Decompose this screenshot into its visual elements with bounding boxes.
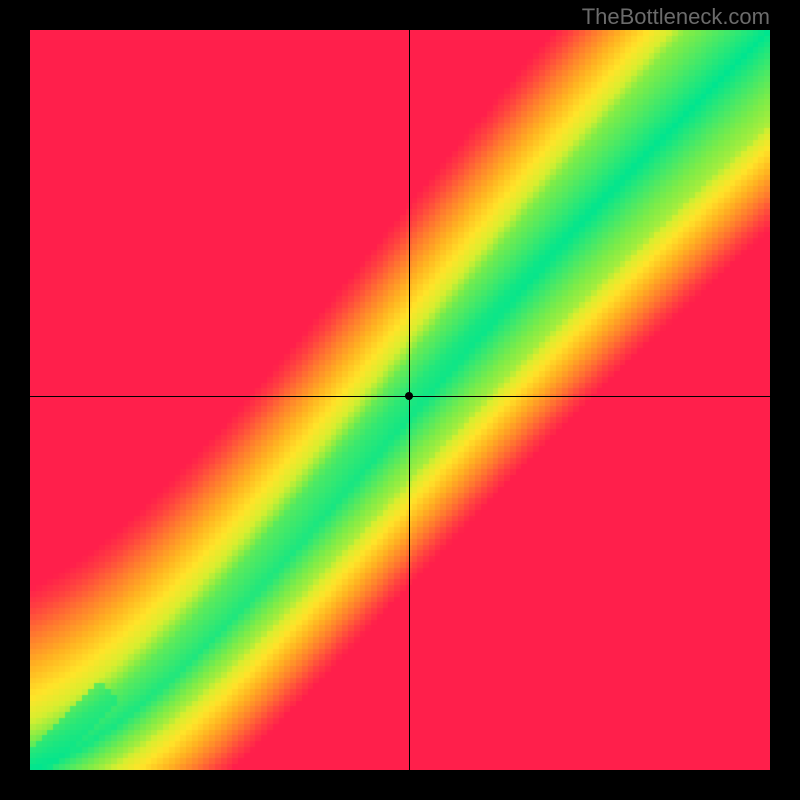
watermark-text: TheBottleneck.com — [582, 4, 770, 30]
crosshair-horizontal — [30, 396, 770, 397]
plot-area — [30, 30, 770, 770]
crosshair-marker — [405, 392, 413, 400]
heatmap-canvas — [30, 30, 770, 770]
